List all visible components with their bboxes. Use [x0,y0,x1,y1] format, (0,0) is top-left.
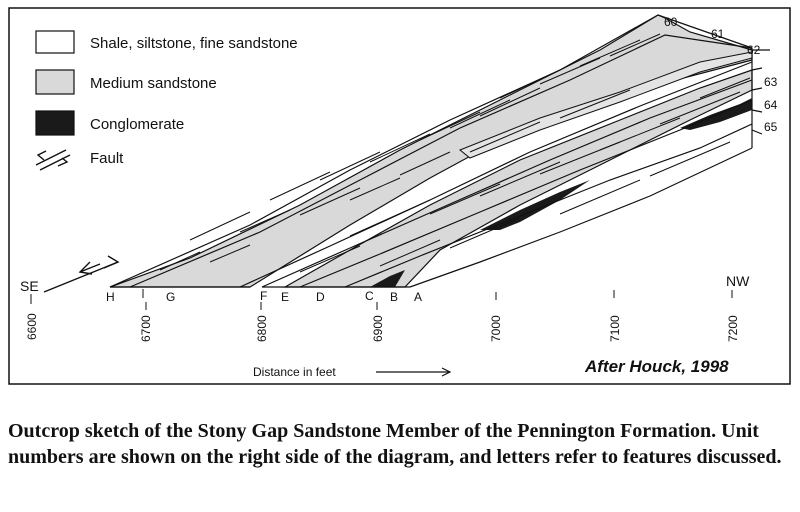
axis-tick-label-6900: 6900 [371,315,385,342]
legend-label-shale: Shale, siltstone, fine sandstone [90,35,298,52]
legend-swatch-medium-sandstone [35,69,75,95]
outcrop-figure: Shale, siltstone, fine sandstone Medium … [8,7,791,385]
legend-label-fault: Fault [90,150,124,167]
unit-label-65: 65 [764,120,778,134]
lamination-lines [159,33,751,273]
conglomerate-lens-2 [480,180,590,230]
axis-title: Distance in feet [253,365,336,379]
legend-swatch-shale [35,30,75,54]
feature-label-h: H [106,290,115,304]
figure-caption: Outcrop sketch of the Stony Gap Sandston… [8,420,782,468]
unit-label-63: 63 [764,75,778,89]
direction-label-se: SE [20,278,39,294]
feature-label-d: D [316,290,325,304]
legend: Shale, siltstone, fine sandstone Medium … [35,30,298,171]
figure-frame [8,7,791,385]
legend-swatch-conglomerate [35,110,75,136]
feature-label-a: A [414,290,422,304]
unit-label-60: 60 [664,15,678,29]
fault-symbol-icon [35,149,71,171]
axis-tick-label-6600: 6600 [25,313,39,340]
bedding-lines [109,14,770,288]
unit-label-62: 62 [747,43,761,57]
feature-label-e: E [281,290,289,304]
cross-section: 60 61 62 63 64 65 H G F E D C B A SE NW [20,14,778,304]
feature-label-b: B [390,290,398,304]
distance-axis: 6600 6700 6800 6900 7000 7100 7200 Dista… [25,290,740,379]
axis-tick-label-7000: 7000 [489,315,503,342]
figure-credit: After Houck, 1998 [584,357,729,376]
unit-label-61: 61 [711,27,725,41]
sandstone-body-upper [109,14,753,288]
feature-label-g: G [166,290,175,304]
feature-label-f: F [260,289,267,303]
legend-label-conglomerate: Conglomerate [90,116,184,133]
legend-label-medium-sandstone: Medium sandstone [90,75,217,92]
axis-tick-label-7100: 7100 [608,315,622,342]
axis-tick-label-6700: 6700 [139,315,153,342]
axis-tick-label-6800: 6800 [255,315,269,342]
feature-label-c: C [365,289,374,303]
unit-label-64: 64 [764,98,778,112]
conglomerate-lens-1 [370,270,405,287]
direction-label-nw: NW [726,273,750,289]
axis-arrow-icon [376,367,452,377]
fault-arrow-icon [43,255,120,293]
axis-tick-label-7200: 7200 [726,315,740,342]
